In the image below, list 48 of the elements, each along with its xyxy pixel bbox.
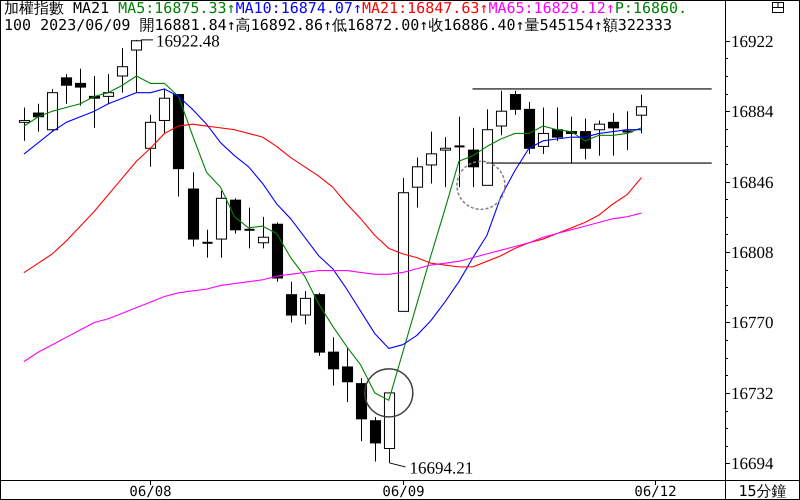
candlestick <box>74 68 86 106</box>
y-tick-label: 16694 <box>731 454 774 473</box>
candlestick <box>18 106 30 142</box>
candlestick <box>158 88 170 134</box>
candlestick <box>538 106 550 154</box>
candlestick <box>552 106 564 142</box>
line-series <box>24 212 642 362</box>
y-tick-label: 16846 <box>731 173 774 192</box>
candlestick <box>370 416 382 462</box>
candlestick <box>426 131 438 184</box>
text: MA65:16829.12↑ <box>488 0 615 17</box>
candlestick <box>60 74 72 104</box>
line-series <box>24 124 642 273</box>
line-series <box>24 88 642 349</box>
candlestick <box>102 74 114 104</box>
y-tick-label: 16884 <box>731 102 774 121</box>
candlestick <box>594 120 606 156</box>
candlestick <box>300 290 312 325</box>
annotation: 16922.48 <box>156 31 220 50</box>
x-tick-label: 06/09 <box>382 484 425 500</box>
chart-title: 加權指數 MA21 <box>4 0 110 17</box>
line-series <box>24 75 642 401</box>
annotation: 16694.21 <box>410 458 474 478</box>
text: MA21:16847.63↑ <box>362 0 488 17</box>
candlestick <box>342 348 354 403</box>
text: MA10:16874.07↑ <box>236 0 362 17</box>
y-tick-label: 16770 <box>731 313 774 332</box>
candlestick <box>412 157 424 208</box>
candlestick <box>636 94 648 134</box>
x-tick-label: 06/08 <box>129 484 172 500</box>
y-tick-label: 16732 <box>731 384 774 403</box>
text: 15分鐘 <box>738 482 787 500</box>
candlestick <box>328 336 340 386</box>
x-tick-label: 06/12 <box>634 484 677 500</box>
candlestick <box>116 48 128 94</box>
candlestick <box>32 103 44 132</box>
text: MA5:16875.33↑ <box>118 0 236 17</box>
candlestick <box>286 281 298 323</box>
candlestick <box>608 112 620 156</box>
candlestick <box>453 116 466 188</box>
y-tick-label: 16808 <box>731 243 774 262</box>
y-tick-label: 16922 <box>731 32 774 51</box>
annotation: P:16860. <box>614 0 688 17</box>
candlestick <box>258 216 270 249</box>
candlestick <box>201 229 214 258</box>
candlestick <box>243 207 256 249</box>
candlestick <box>621 110 634 151</box>
text: 100 2023/06/09 開16881.84↑高16892.86↑低16872.00↑收16886.40↑量545154↑額322333 <box>4 16 672 34</box>
